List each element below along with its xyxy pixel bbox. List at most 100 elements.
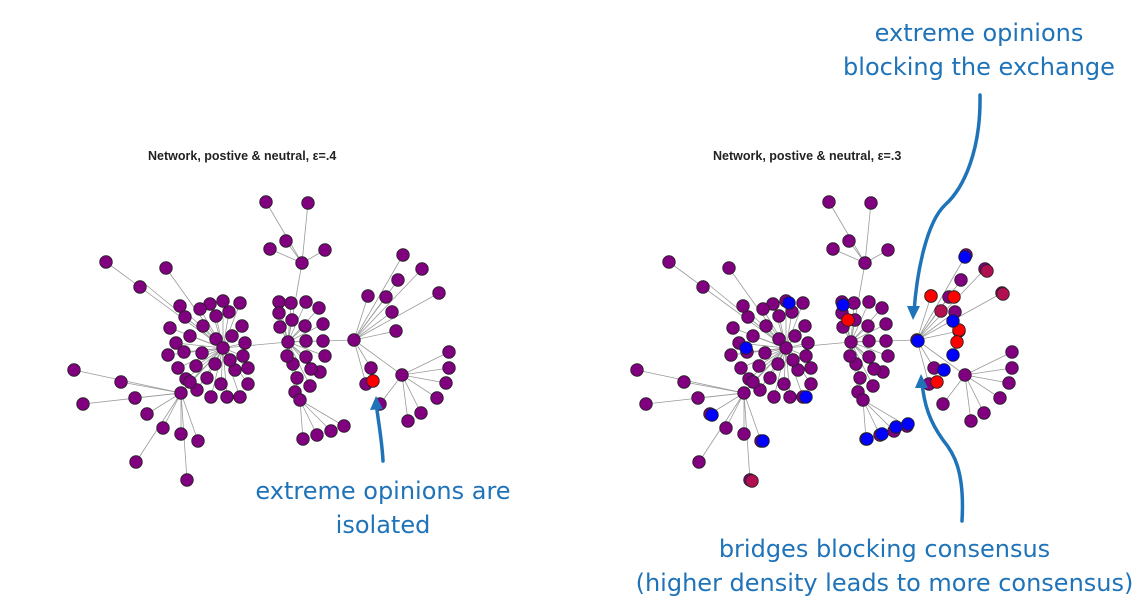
network-node [222,305,236,319]
network-node [864,196,878,210]
network-edge [105,261,224,349]
network-node [414,406,428,420]
network-node [737,386,751,400]
network-node [936,397,950,411]
network-node [220,390,234,404]
network-node [996,287,1010,301]
network-node [347,333,361,347]
network-node [183,375,197,389]
network-node [946,314,960,328]
network-node [379,290,393,304]
network-edge [401,374,447,384]
network-node [225,329,239,343]
network-node [1005,361,1019,375]
network-node [279,234,293,248]
network-edge [196,347,224,391]
network-node [140,407,154,421]
network-node [822,195,836,209]
network-node [801,336,815,350]
network-node [76,397,90,411]
network-node [389,324,403,338]
network-node [842,234,856,248]
annotation-isolated: extreme opinions are isolated [228,474,538,542]
network-node [756,434,770,448]
network-node [662,255,676,269]
network-node [396,248,410,262]
right-top-arrow-head [907,306,920,320]
network-node [771,357,785,371]
network-node [947,290,961,304]
network-node [724,348,738,362]
network-edge [401,374,438,399]
network-edge [299,399,332,432]
network-node [799,390,813,404]
network-node [841,313,855,327]
network-node [889,420,903,434]
network-node [316,334,330,348]
network-node [752,359,766,373]
network-edge [862,399,895,432]
network-node [285,313,299,327]
network-node [395,368,409,382]
network-edge [401,367,450,376]
network-node [767,390,781,404]
annotation-blocking-line2: blocking the exchange [843,53,1115,81]
network-node [677,375,691,389]
network-edge [222,347,228,398]
network-edge [353,295,369,341]
network-node [178,310,192,324]
network-node [156,421,170,435]
network-node [299,334,313,348]
network-node [303,379,317,393]
network-node [858,256,872,270]
network-node [301,196,315,210]
network-edge [752,347,787,383]
network-edge [964,351,1013,376]
network-edge [120,381,182,394]
network-node [746,329,760,343]
network-edge [773,347,787,398]
network-edge [964,374,972,422]
network-node [796,296,810,310]
network-node [401,414,415,428]
left-network-title: Network, postive & neutral, ε=.4 [148,149,337,163]
network-node [432,286,446,300]
network-node [361,289,375,303]
network-edge [222,302,241,349]
network-edge [180,392,199,442]
network-node [722,261,736,275]
network-node [954,273,968,287]
network-edge [265,201,303,264]
network-node [171,361,185,375]
network-node [860,432,874,446]
network-node [191,434,205,448]
network-node [786,353,800,367]
network-node [364,361,378,375]
network-edge [743,392,762,442]
annotation-blocking-line1: extreme opinions [874,19,1084,47]
network-node [881,243,895,257]
network-node [159,261,173,275]
network-node [263,242,277,256]
network-node [273,320,287,334]
network-edge [353,339,403,376]
network-node [318,243,332,257]
network-node [937,363,951,377]
network-edge [210,347,224,398]
network-node [223,353,237,367]
network-node [114,375,128,389]
network-node [946,348,960,362]
network-edge [785,347,791,398]
network-edge [759,347,787,391]
network-edge [185,347,224,380]
network-node [958,250,972,264]
network-edge [401,374,422,414]
network-node [430,391,444,405]
network-node [196,319,210,333]
network-node [630,363,644,377]
network-edge [697,392,745,399]
network-node [241,361,255,375]
network-edge [401,351,450,376]
network-edge [175,342,224,349]
network-edge [353,279,399,341]
